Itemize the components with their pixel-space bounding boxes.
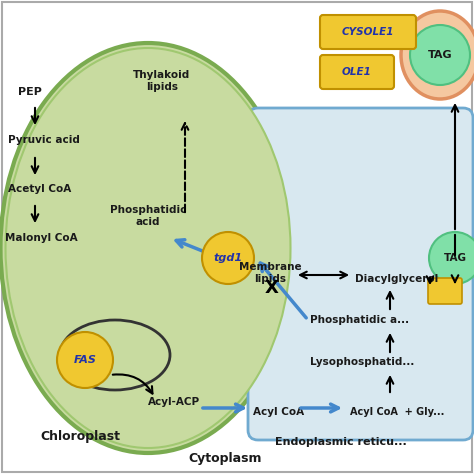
FancyBboxPatch shape (428, 278, 462, 304)
Text: PEP: PEP (18, 87, 42, 97)
Text: tgd1: tgd1 (213, 253, 243, 263)
Text: Phosphatidic a...: Phosphatidic a... (310, 315, 409, 325)
Circle shape (202, 232, 254, 284)
Ellipse shape (401, 11, 474, 99)
Circle shape (429, 232, 474, 284)
Text: TAG: TAG (428, 50, 452, 60)
Text: Acyl CoA  + Gly...: Acyl CoA + Gly... (350, 407, 444, 417)
Text: Phosphatidic
acid: Phosphatidic acid (110, 205, 186, 227)
Text: TAG: TAG (444, 253, 466, 263)
FancyBboxPatch shape (320, 15, 416, 49)
Text: Thylakoid
lipids: Thylakoid lipids (133, 71, 191, 92)
Text: X: X (265, 279, 279, 297)
Text: Diacylglycerol: Diacylglycerol (355, 274, 438, 284)
Text: Lysophosphatid...: Lysophosphatid... (310, 357, 414, 367)
Text: Endoplasmic reticu...: Endoplasmic reticu... (275, 437, 407, 447)
Ellipse shape (0, 43, 295, 453)
Text: Acetyl CoA: Acetyl CoA (8, 184, 71, 194)
Text: Malonyl CoA: Malonyl CoA (5, 233, 78, 243)
Text: FAS: FAS (73, 355, 96, 365)
Text: Chloroplast: Chloroplast (40, 430, 120, 443)
Ellipse shape (6, 48, 291, 448)
Circle shape (57, 332, 113, 388)
Circle shape (410, 25, 470, 85)
Text: Membrane
lipids: Membrane lipids (239, 263, 301, 284)
Text: Cytoplasm: Cytoplasm (188, 452, 262, 465)
FancyBboxPatch shape (320, 55, 394, 89)
Text: CYSOLE1: CYSOLE1 (342, 27, 394, 37)
Text: Acyl CoA: Acyl CoA (253, 407, 304, 417)
Text: OLE1: OLE1 (342, 67, 372, 77)
Text: Pyruvic acid: Pyruvic acid (8, 135, 80, 145)
FancyBboxPatch shape (248, 108, 473, 440)
Text: Acyl-ACP: Acyl-ACP (148, 397, 200, 407)
